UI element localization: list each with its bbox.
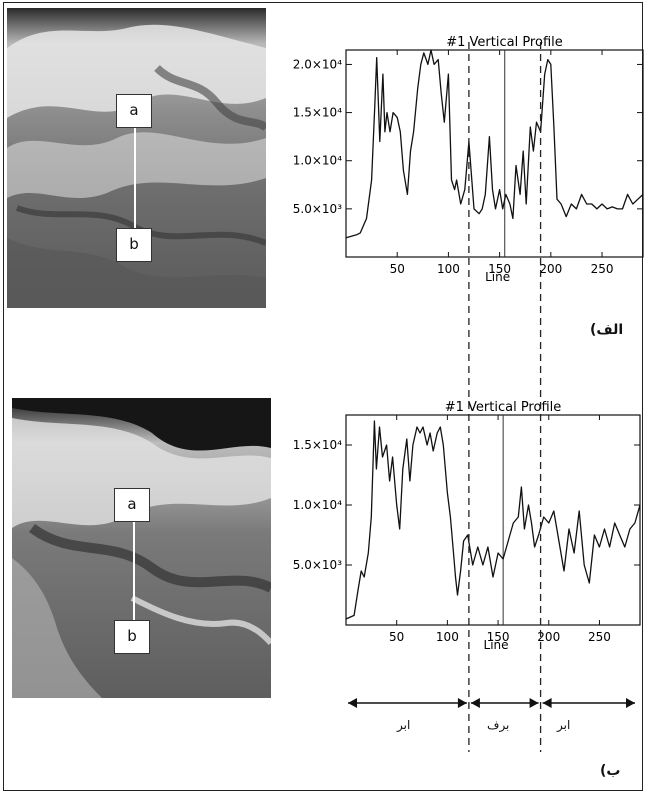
chart1-ytick-label-2: 1.5×10⁴: [293, 106, 342, 120]
caption-bottom: ب): [600, 763, 621, 779]
chart1-xlabel: Line: [485, 270, 510, 284]
chart1-xtick-label-100: 100: [437, 262, 460, 276]
chart2-xlabel: Line: [484, 638, 509, 652]
region-label-cloud-left: ابر: [397, 718, 411, 732]
chart2-title: #1 Vertical Profile: [445, 400, 562, 415]
region-arrow-1-head-left: [348, 698, 357, 708]
chart1-ytick-label-1: 1.0×10⁴: [293, 154, 342, 168]
region-arrow-3-head-left: [542, 698, 552, 708]
chart2-series-0-line: [345, 420, 641, 620]
profile-line-top: [134, 125, 136, 231]
profile-line-bottom: [133, 518, 135, 622]
chart1-ytick-label-0: 5.0×10³: [293, 202, 342, 216]
marker-a-bottom: a: [114, 488, 150, 522]
chart1-xtick-label-250: 250: [591, 262, 614, 276]
chart2-xtick-label-250: 250: [588, 630, 611, 644]
chart2-ytick-label-2: 1.5×10⁴: [293, 438, 342, 452]
region-arrow-3-head-right: [626, 698, 635, 708]
chart1-ytick-label-3: 2.0×10⁴: [293, 57, 342, 71]
chart2-ytick-label-0: 5.0×10³: [293, 558, 342, 572]
marker-b-bottom: b: [114, 620, 150, 654]
chart1-xtick-label-50: 50: [390, 262, 405, 276]
chart2-ytick-label-1: 1.0×10⁴: [293, 498, 342, 512]
chart2-xtick-label-200: 200: [537, 630, 560, 644]
marker-a-top: a: [116, 94, 152, 128]
chart1-xtick-label-200: 200: [539, 262, 562, 276]
chart2-xtick-label-50: 50: [389, 630, 404, 644]
chart1-plot-frame: [345, 49, 644, 258]
chart1-xtick-label-150: 150: [488, 262, 511, 276]
figure-frame: [3, 2, 643, 791]
region-label-snow: برف: [487, 718, 510, 732]
region-arrow-1-head-right: [457, 698, 467, 708]
caption-top: الف): [590, 322, 624, 338]
chart1-series-0-line: [345, 49, 644, 239]
chart1-title: #1 Vertical Profile: [446, 35, 563, 50]
region-arrow-2-head-left: [470, 698, 480, 708]
chart2-xtick-label-150: 150: [487, 630, 510, 644]
region-label-cloud-right: ابر: [557, 718, 571, 732]
marker-b-top: b: [116, 228, 152, 262]
region-arrow-2-head-right: [529, 698, 539, 708]
chart2-xtick-label-100: 100: [436, 630, 459, 644]
chart2-plot-frame: [345, 414, 641, 626]
